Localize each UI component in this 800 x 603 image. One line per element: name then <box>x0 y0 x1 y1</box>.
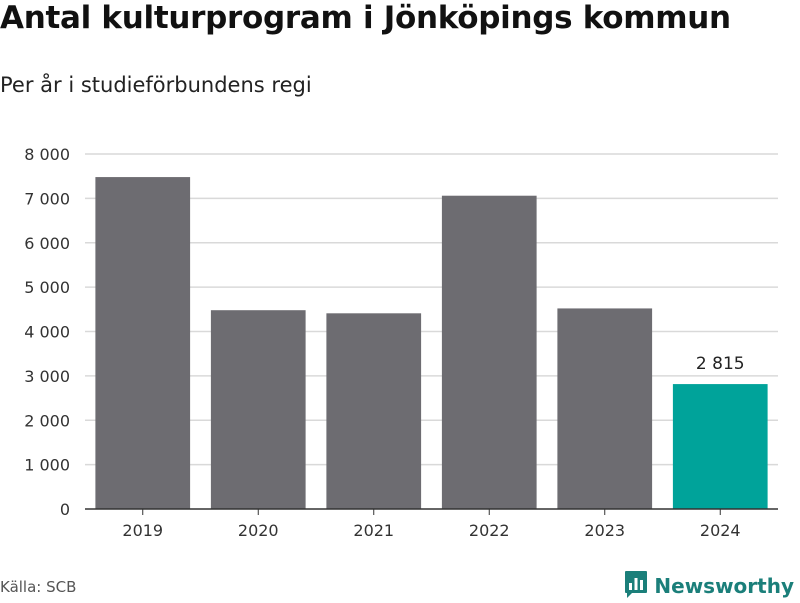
y-tick-label: 0 <box>60 500 70 519</box>
x-tick-label: 2020 <box>238 521 279 540</box>
x-tick-label: 2024 <box>700 521 741 540</box>
bar <box>326 313 422 509</box>
chart-subtitle: Per år i studieförbundens regi <box>0 73 312 97</box>
x-tick-label: 2022 <box>469 521 510 540</box>
bar <box>672 384 768 509</box>
axes <box>85 508 778 515</box>
x-tick-label: 2019 <box>122 521 163 540</box>
y-tick-label: 7 000 <box>24 189 70 208</box>
bar-chart: 0 1 000 2 000 3 000 4 000 5 000 6 000 7 000 8 00… <box>24 145 778 540</box>
newsworthy-logo-icon <box>624 569 648 603</box>
y-tick-label: 5 000 <box>24 278 70 297</box>
y-tick-label: 1 000 <box>24 456 70 475</box>
bar <box>210 310 306 509</box>
x-tick-label: 2023 <box>584 521 625 540</box>
brand-name: Newsworthy <box>654 574 794 598</box>
x-tick-label: 2021 <box>353 521 394 540</box>
bars <box>95 177 768 509</box>
y-tick-label: 4 000 <box>24 323 70 342</box>
bar <box>441 195 537 509</box>
y-tick-label: 8 000 <box>24 145 70 164</box>
grid-lines <box>85 153 778 466</box>
y-tick-label: 2 000 <box>24 411 70 430</box>
chart-title: Antal kulturprogram i Jönköpings kommun <box>0 0 731 36</box>
source-note: Källa: SCB <box>0 578 77 596</box>
bar <box>95 177 191 509</box>
labels: 0 1 000 2 000 3 000 4 000 5 000 6 000 7 000 8 00… <box>24 145 744 540</box>
bar <box>557 308 653 509</box>
data-label: 2 815 <box>696 354 745 374</box>
y-tick-label: 6 000 <box>24 234 70 253</box>
brand-logo: Newsworthy <box>624 569 794 603</box>
y-tick-label: 3 000 <box>24 367 70 386</box>
